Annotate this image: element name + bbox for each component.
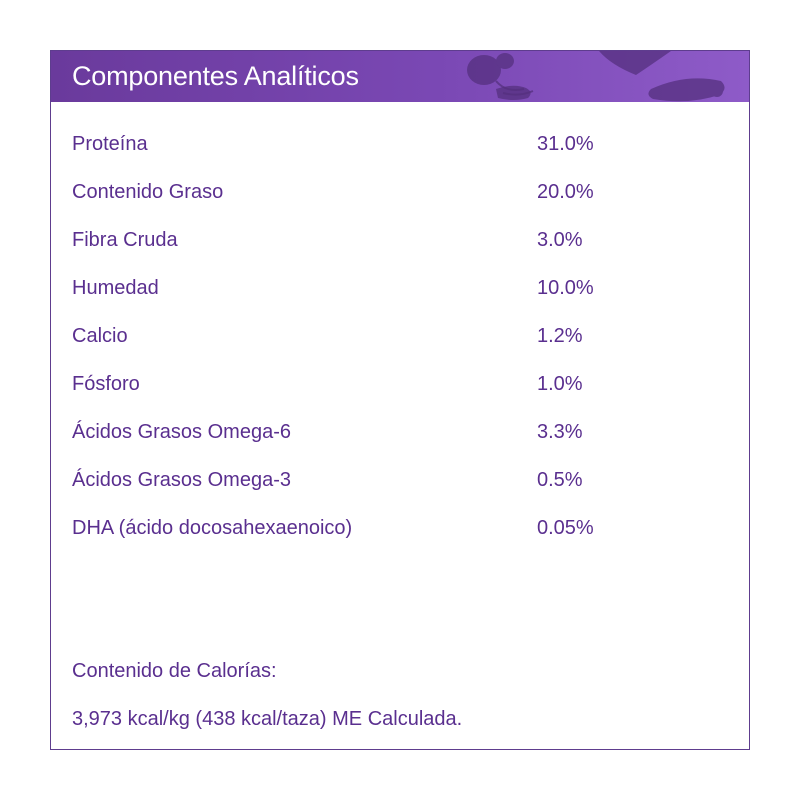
card-header: Componentes Analíticos (51, 51, 749, 102)
kibble-bone-icon (467, 51, 725, 102)
calories-title: Contenido de Calorías: (72, 660, 277, 682)
analysis-row-protein: Proteína 31.0% (72, 131, 732, 179)
header-title: Componentes Analíticos (72, 61, 359, 91)
row-label: DHA (ácido docosahexaenoico) (72, 517, 353, 539)
row-value: 20.0% (537, 181, 594, 203)
row-label: Calcio (72, 325, 128, 347)
row-label: Fibra Cruda (72, 229, 178, 251)
row-value: 1.0% (537, 373, 583, 395)
analysis-row-moisture: Humedad 10.0% (72, 275, 732, 323)
row-label: Humedad (72, 277, 159, 299)
row-label: Ácidos Grasos Omega-6 (72, 421, 291, 443)
row-label: Proteína (72, 133, 148, 155)
calories-text: 3,973 kcal/kg (438 kcal/taza) ME Calcula… (72, 708, 463, 730)
row-value: 31.0% (537, 133, 594, 155)
row-value: 3.3% (537, 421, 583, 443)
analysis-row-fiber: Fibra Cruda 3.0% (72, 227, 732, 275)
analysis-row-phosphorus: Fósforo 1.0% (72, 371, 732, 419)
row-value: 0.05% (537, 517, 594, 539)
analysis-card: Componentes Analíticos Proteína 31.0% Co… (50, 50, 750, 750)
analysis-row-omega6: Ácidos Grasos Omega-6 3.3% (72, 419, 732, 467)
analysis-row-dha: DHA (ácido docosahexaenoico) 0.05% (72, 515, 732, 563)
analysis-row-fat: Contenido Graso 20.0% (72, 179, 732, 227)
row-label: Ácidos Grasos Omega-3 (72, 469, 291, 491)
analysis-row-omega3: Ácidos Grasos Omega-3 0.5% (72, 467, 732, 515)
analysis-table: Proteína 31.0% Contenido Graso 20.0% Fib… (72, 131, 732, 563)
analysis-row-calcium: Calcio 1.2% (72, 323, 732, 371)
row-value: 1.2% (537, 325, 583, 347)
row-label: Contenido Graso (72, 181, 224, 203)
row-label: Fósforo (72, 373, 140, 395)
row-value: 3.0% (537, 229, 583, 251)
row-value: 10.0% (537, 277, 594, 299)
row-value: 0.5% (537, 469, 583, 491)
